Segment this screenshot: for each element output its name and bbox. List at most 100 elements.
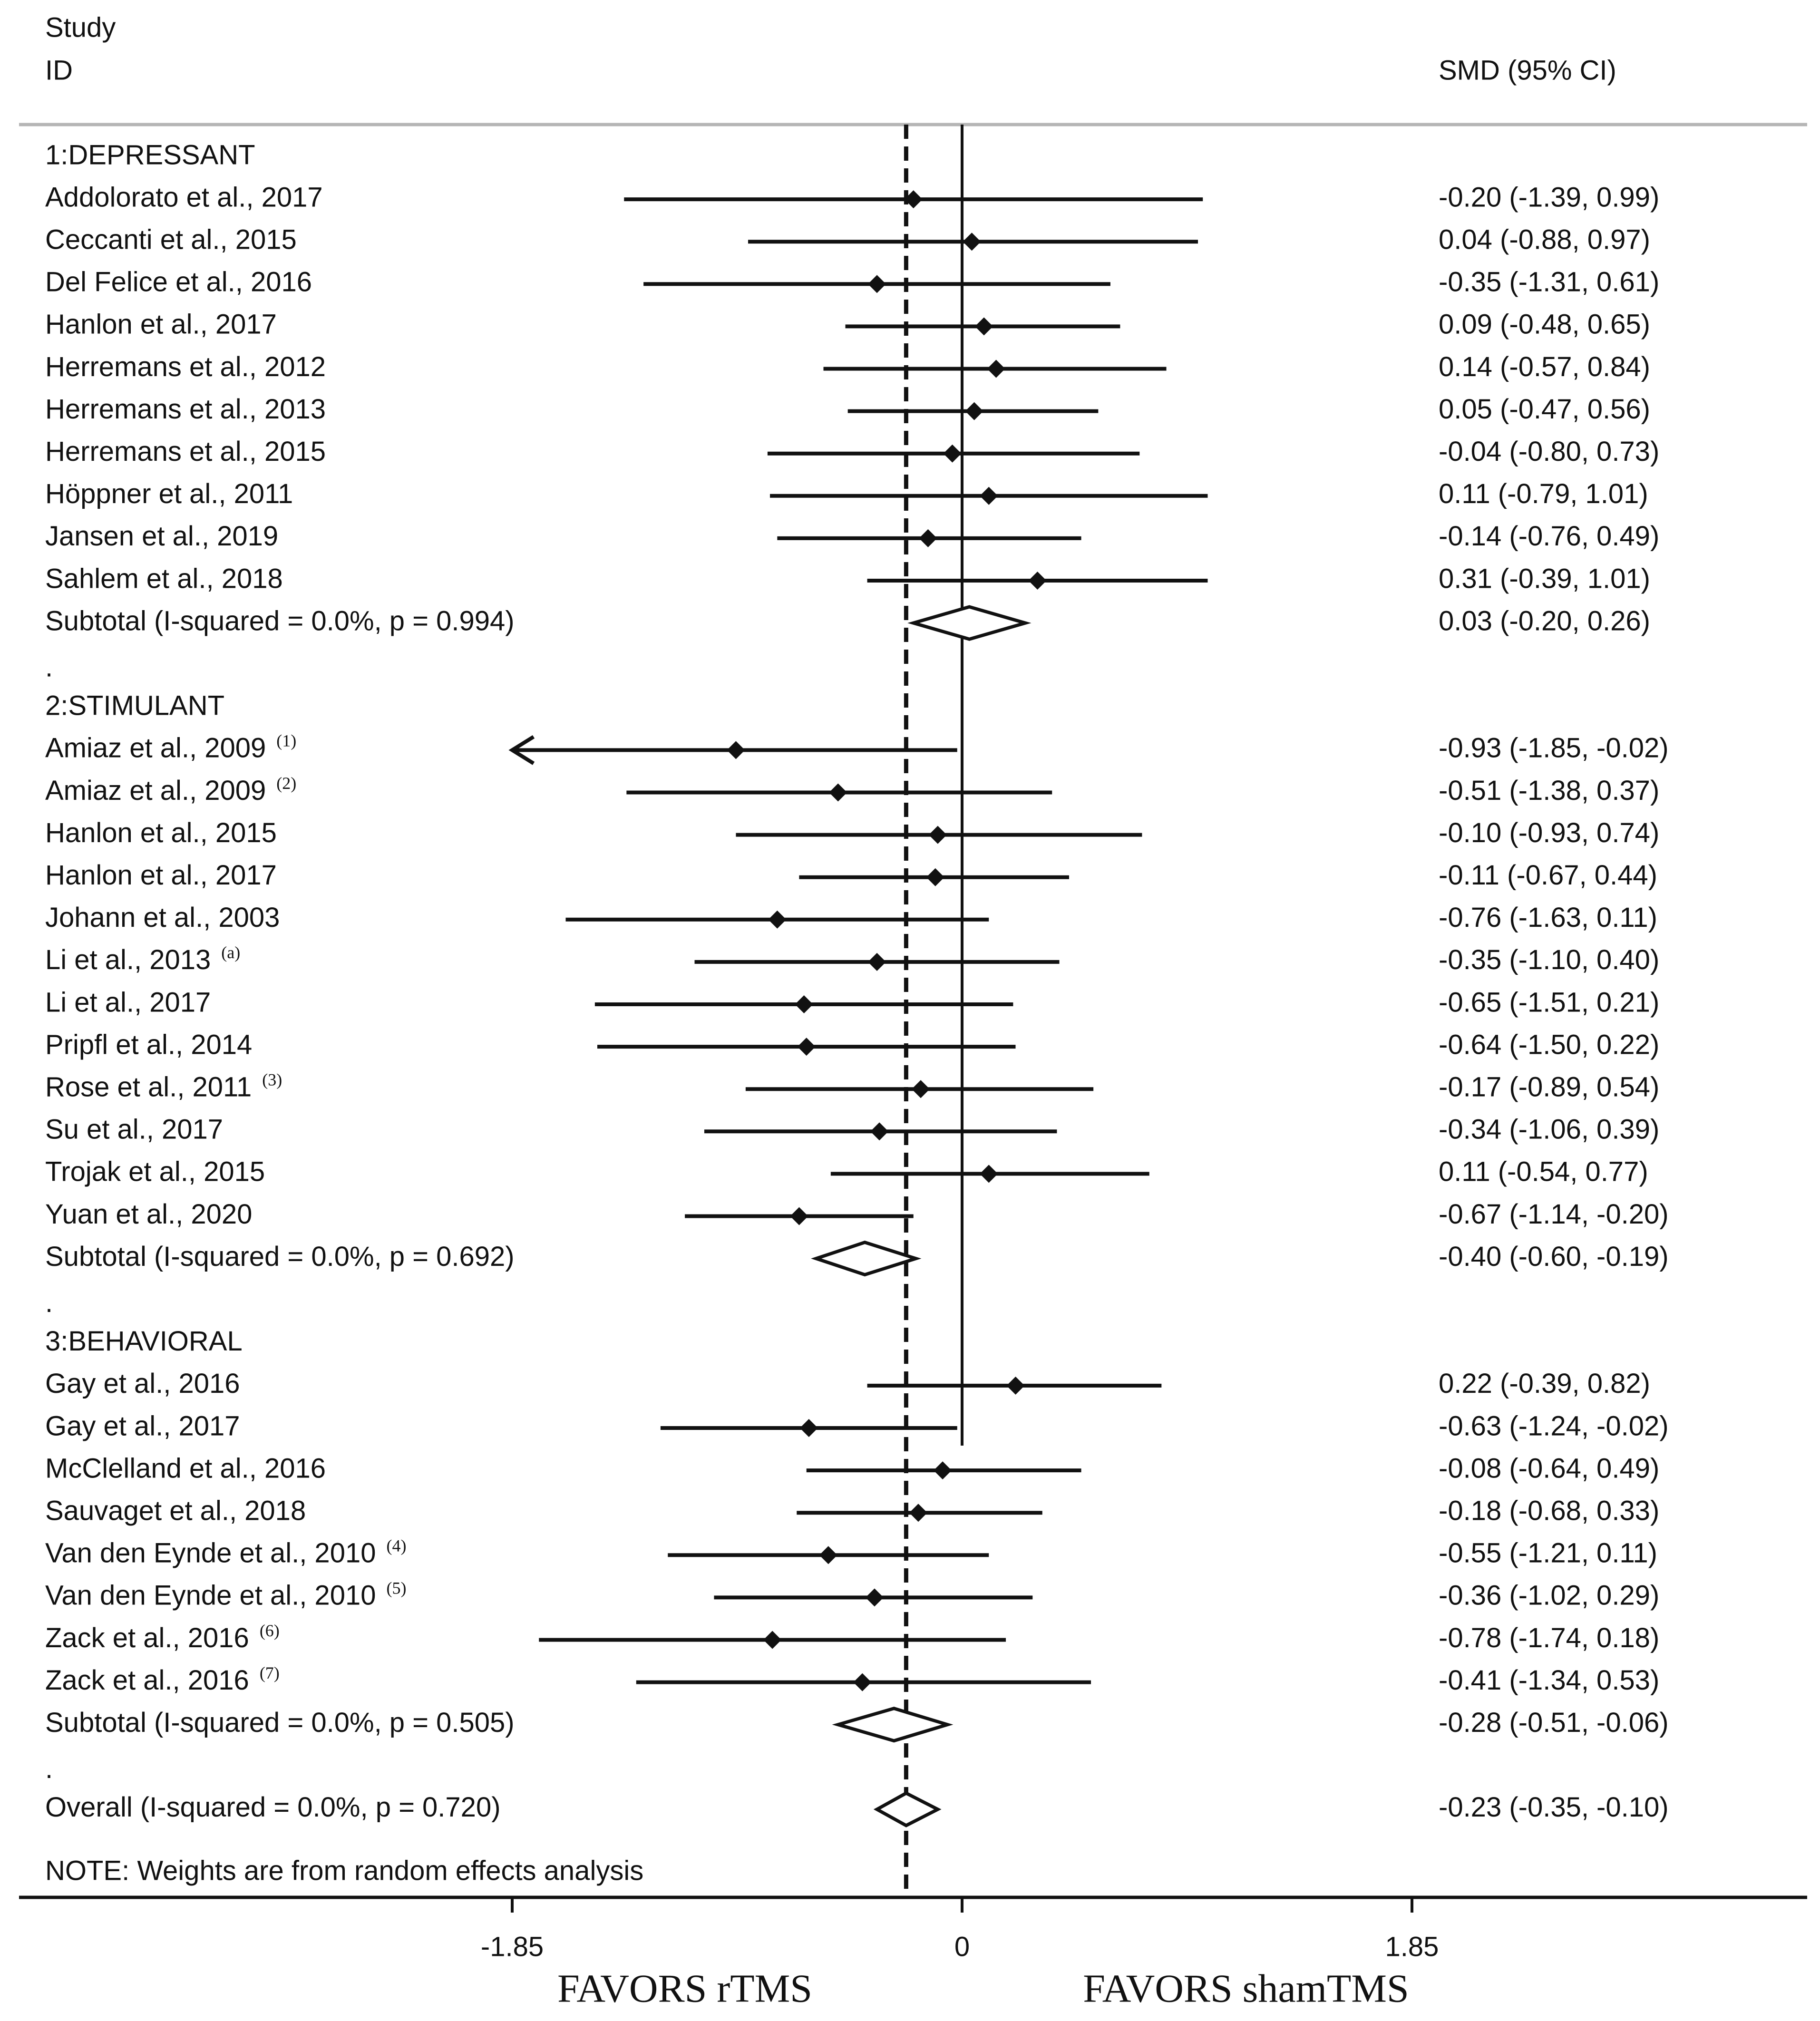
- study-row: Addolorato et al., 2017 -0.20 (-1.39, 0.9…: [45, 182, 1659, 213]
- ci-value-text: -0.65 (-1.51, 0.21): [1439, 987, 1659, 1018]
- ci-value-text: 0.05 (-0.47, 0.56): [1439, 394, 1650, 425]
- study-label: Höppner et al., 2011: [45, 478, 293, 509]
- subtotal-diamond: [811, 1240, 922, 1277]
- study-label: Pripfl et al., 2014: [45, 1029, 252, 1060]
- x-axis: Study ID SMD (95% CI) NOTE: Weights are fro…: [19, 12, 1807, 2011]
- subtotal-label: Subtotal (I-squared = 0.0%, p = 0.994): [45, 605, 515, 636]
- study-row: Amiaz et al., 2009 (1) -0.93 (-1.85, -0.02…: [45, 731, 1669, 765]
- ci-value-text: 0.22 (-0.39, 0.82): [1439, 1368, 1650, 1399]
- study-footnote-marker: (4): [386, 1536, 406, 1555]
- ci-value-text: -0.18 (-0.68, 0.33): [1439, 1496, 1659, 1526]
- point-estimate-marker: [865, 1588, 884, 1607]
- point-estimate-marker: [909, 1504, 927, 1522]
- header-id: ID: [45, 55, 73, 86]
- study-row: Zack et al., 2016 (6) -0.78 (-1.74, 0.18): [45, 1621, 1659, 1653]
- point-estimate-marker: [868, 952, 886, 971]
- point-estimate-marker: [987, 360, 1005, 378]
- overall-diamond: [873, 1791, 942, 1827]
- study-row: Höppner et al., 2011 0.11 (-0.79, 1.01): [45, 478, 1648, 509]
- spacer-dot: .: [45, 1753, 53, 1784]
- point-estimate-marker: [980, 486, 998, 505]
- ci-value-text: -0.67 (-1.14, -0.20): [1439, 1199, 1669, 1230]
- point-estimate-marker: [919, 529, 937, 547]
- point-estimate-marker: [727, 741, 745, 759]
- study-row: Li et al., 2013 (a) -0.35 (-1.10, 0.40): [45, 943, 1659, 975]
- ci-value-text: 0.31 (-0.39, 1.01): [1439, 563, 1650, 594]
- study-row: Su et al., 2017 -0.34 (-1.06, 0.39): [45, 1114, 1659, 1145]
- group-label: 1:DEPRESSANT: [45, 139, 255, 170]
- study-label: Van den Eynde et al., 2010: [45, 1580, 376, 1611]
- point-estimate-marker: [965, 402, 983, 420]
- study-row: Herremans et al., 2015 -0.04 (-0.80, 0.73…: [45, 436, 1659, 467]
- study-label: Yuan et al., 2020: [45, 1199, 252, 1230]
- overall-row: Overall (I-squared = 0.0%, p = 0.720) -0.…: [45, 1791, 1669, 1827]
- study-label: Sauvaget et al., 2018: [45, 1496, 306, 1526]
- x-tick-label: 1.85: [1385, 1931, 1439, 1962]
- ci-value-text: -0.11 (-0.67, 0.44): [1439, 860, 1657, 891]
- ci-value-text: -0.35 (-1.31, 0.61): [1439, 267, 1659, 298]
- point-estimate-marker: [790, 1207, 808, 1225]
- study-label: Del Felice et al., 2016: [45, 267, 312, 298]
- point-estimate-marker: [975, 317, 993, 336]
- point-estimate-marker: [943, 444, 962, 463]
- study-row: Rose et al., 2011 (3) -0.17 (-0.89, 0.54): [45, 1070, 1659, 1102]
- point-estimate-marker: [853, 1673, 872, 1691]
- point-estimate-marker: [829, 783, 847, 802]
- study-footnote-marker: (7): [260, 1663, 280, 1682]
- study-row: Gay et al., 2016 0.22 (-0.39, 0.82): [45, 1368, 1650, 1399]
- study-label: Hanlon et al., 2017: [45, 309, 277, 340]
- subtotal-label: Subtotal (I-squared = 0.0%, p = 0.692): [45, 1241, 515, 1272]
- study-label: McClelland et al., 2016: [45, 1453, 326, 1484]
- subtotal-diamond: [832, 1707, 954, 1743]
- point-estimate-marker: [926, 868, 944, 886]
- study-label: Jansen et al., 2019: [45, 521, 278, 552]
- header-study: Study: [45, 12, 116, 43]
- point-estimate-marker: [799, 1419, 818, 1437]
- study-row: Van den Eynde et al., 2010 (4) -0.55 (-1.2…: [45, 1536, 1657, 1569]
- subtotal-row: Subtotal (I-squared = 0.0%, p = 0.692) -0…: [45, 1240, 1669, 1277]
- study-label: Addolorato et al., 2017: [45, 182, 323, 213]
- study-label: Zack et al., 2016: [45, 1665, 249, 1696]
- study-row: Li et al., 2017 -0.65 (-1.51, 0.21): [45, 987, 1659, 1018]
- point-estimate-marker: [763, 1631, 782, 1649]
- study-row: Amiaz et al., 2009 (2) -0.51 (-1.38, 0.37): [45, 774, 1659, 806]
- study-label: Li et al., 2017: [45, 987, 211, 1018]
- study-row: Hanlon et al., 2017 -0.11 (-0.67, 0.44): [45, 860, 1657, 891]
- study-label: Trojak et al., 2015: [45, 1156, 265, 1187]
- study-row: Herremans et al., 2013 0.05 (-0.47, 0.56): [45, 394, 1650, 425]
- point-estimate-marker: [963, 233, 981, 251]
- ci-value-text: 0.11 (-0.79, 1.01): [1439, 478, 1648, 509]
- ci-value-text: -0.17 (-0.89, 0.54): [1439, 1072, 1659, 1103]
- spacer-dot: .: [45, 1287, 53, 1318]
- study-label: Van den Eynde et al., 2010: [45, 1538, 376, 1569]
- spacer-dot: .: [45, 652, 53, 683]
- study-footnote-marker: (6): [260, 1621, 280, 1640]
- study-footnote-marker: (2): [276, 774, 296, 793]
- subtotal-row: Subtotal (I-squared = 0.0%, p = 0.505) -0…: [45, 1707, 1669, 1743]
- ci-value-text: -0.23 (-0.35, -0.10): [1439, 1792, 1669, 1823]
- ci-value-text: -0.55 (-1.21, 0.11): [1439, 1538, 1657, 1569]
- study-footnote-marker: (a): [221, 943, 240, 962]
- subtotal-diamond: [907, 605, 1032, 641]
- ci-value-text: -0.51 (-1.38, 0.37): [1439, 775, 1659, 806]
- study-rows: 1:DEPRESSANT Addolorato et al., 2017 -0.20…: [45, 139, 1669, 1827]
- point-estimate-marker: [912, 1080, 930, 1098]
- study-row: Herremans et al., 2012 0.14 (-0.57, 0.84): [45, 351, 1650, 382]
- ci-value-text: 0.03 (-0.20, 0.26): [1439, 605, 1650, 636]
- x-tick-label: 0: [954, 1931, 970, 1962]
- favors-left-label: FAVORS rTMS: [557, 1966, 812, 2011]
- study-footnote-marker: (1): [276, 731, 296, 750]
- study-label: Amiaz et al., 2009: [45, 775, 266, 806]
- group-label: 2:STIMULANT: [45, 690, 224, 721]
- study-row: Del Felice et al., 2016 -0.35 (-1.31, 0.6…: [45, 267, 1659, 298]
- point-estimate-marker: [819, 1546, 837, 1564]
- study-row: Van den Eynde et al., 2010 (5) -0.36 (-1.0…: [45, 1579, 1659, 1611]
- ci-value-text: -0.64 (-1.50, 0.22): [1439, 1029, 1659, 1060]
- ci-value-text: -0.04 (-0.80, 0.73): [1439, 436, 1659, 467]
- study-row: Hanlon et al., 2017 0.09 (-0.48, 0.65): [45, 309, 1650, 340]
- point-estimate-marker: [768, 910, 787, 929]
- point-estimate-marker: [934, 1461, 952, 1480]
- ci-value-text: -0.20 (-1.39, 0.99): [1439, 182, 1659, 213]
